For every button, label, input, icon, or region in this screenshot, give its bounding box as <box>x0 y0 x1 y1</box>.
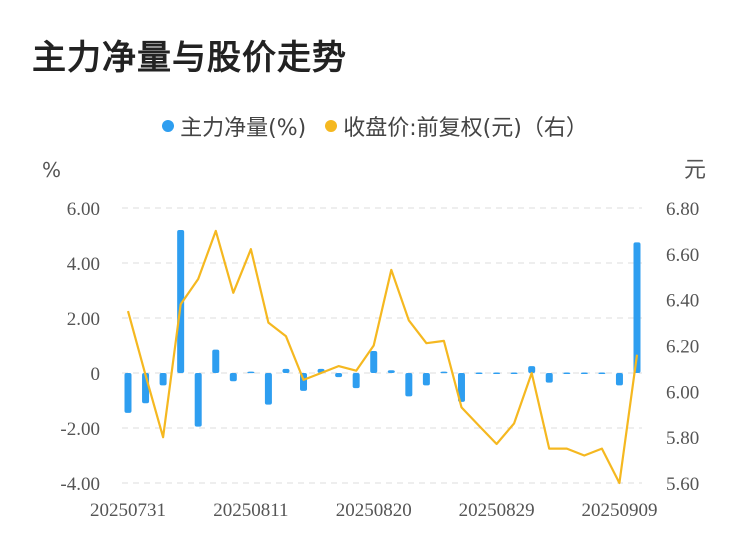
net-flow-bar <box>264 373 272 405</box>
net-flow-bar <box>493 372 501 374</box>
right-axis-tick-label: 6.80 <box>666 199 699 220</box>
net-flow-bar <box>335 373 343 378</box>
x-axis-tick-label: 20250811 <box>213 500 288 521</box>
right-axis-tick-label: 6.40 <box>666 291 699 312</box>
chart-title: 主力净量与股价走势 <box>32 38 347 78</box>
net-flow-bar <box>212 349 220 373</box>
x-axis-ticks: 20250731 20250811 20250820 20250829 20250909 <box>90 500 657 521</box>
legend-label-net-flow: 主力净量(%) <box>180 116 307 141</box>
net-flow-bar <box>598 372 606 374</box>
net-flow-bar <box>194 373 202 427</box>
right-axis-ticks: 6.80 6.60 6.40 6.20 6.00 5.80 5.60 <box>666 199 699 495</box>
net-flow-bar <box>580 372 588 374</box>
right-axis-unit: 元 <box>684 158 706 183</box>
left-axis-tick-label: -2.00 <box>60 419 100 440</box>
net-flow-bar <box>633 242 641 373</box>
net-flow-bar <box>405 373 413 397</box>
net-flow-bar <box>229 373 237 382</box>
close-price-line-path <box>126 229 639 485</box>
net-flow-bar <box>159 373 167 386</box>
net-flow-bar <box>457 373 465 402</box>
x-axis-tick-label: 20250731 <box>90 500 166 521</box>
legend-label-close-price: 收盘价:前复权(元)（右） <box>343 116 588 141</box>
net-flow-bar <box>615 373 623 386</box>
net-flow-bar <box>510 372 518 374</box>
left-axis-tick-label: 6.00 <box>67 199 100 220</box>
right-axis-tick-label: 5.80 <box>666 428 699 449</box>
x-axis-tick-label: 20250909 <box>581 500 657 521</box>
net-flow-bar <box>247 371 255 374</box>
net-flow-bar <box>563 372 571 374</box>
net-flow-bars <box>124 230 641 427</box>
legend-dot-bar-icon <box>162 120 175 132</box>
net-flow-bar <box>177 230 185 373</box>
net-flow-bar <box>440 371 448 374</box>
left-axis-tick-label: 4.00 <box>67 254 100 275</box>
legend-item-net-flow[interactable]: 主力净量(%) <box>162 110 306 142</box>
left-axis-tick-label: 0 <box>91 364 101 385</box>
net-flow-bar <box>352 373 360 389</box>
left-axis-ticks: 6.00 4.00 2.00 0 -2.00 -4.00 <box>60 199 100 495</box>
net-flow-bar <box>124 373 132 413</box>
left-axis-tick-label: -4.00 <box>60 474 100 495</box>
net-flow-bar <box>370 351 378 373</box>
net-flow-bar <box>475 372 483 374</box>
right-axis-tick-label: 5.60 <box>666 474 699 495</box>
net-flow-bar <box>528 366 536 373</box>
net-flow-bar <box>282 368 290 373</box>
net-flow-bar <box>387 370 395 373</box>
right-axis-tick-label: 6.20 <box>666 337 699 358</box>
grid-lines <box>122 207 642 484</box>
net-flow-bar <box>422 373 430 386</box>
close-price-line <box>126 229 639 485</box>
right-axis-tick-label: 6.60 <box>666 245 699 266</box>
legend-item-close-price[interactable]: 收盘价:前复权(元)（右） <box>325 110 588 142</box>
x-axis-tick-label: 20250820 <box>336 500 412 521</box>
net-flow-bar <box>545 373 553 383</box>
legend: 主力净量(%) 收盘价:前复权(元)（右） <box>0 110 750 142</box>
legend-dot-line-icon <box>325 120 338 132</box>
x-axis-tick-label: 20250829 <box>459 500 535 521</box>
left-axis-tick-label: 2.00 <box>67 309 100 330</box>
left-axis-unit: % <box>42 158 61 182</box>
right-axis-tick-label: 6.00 <box>666 382 699 403</box>
